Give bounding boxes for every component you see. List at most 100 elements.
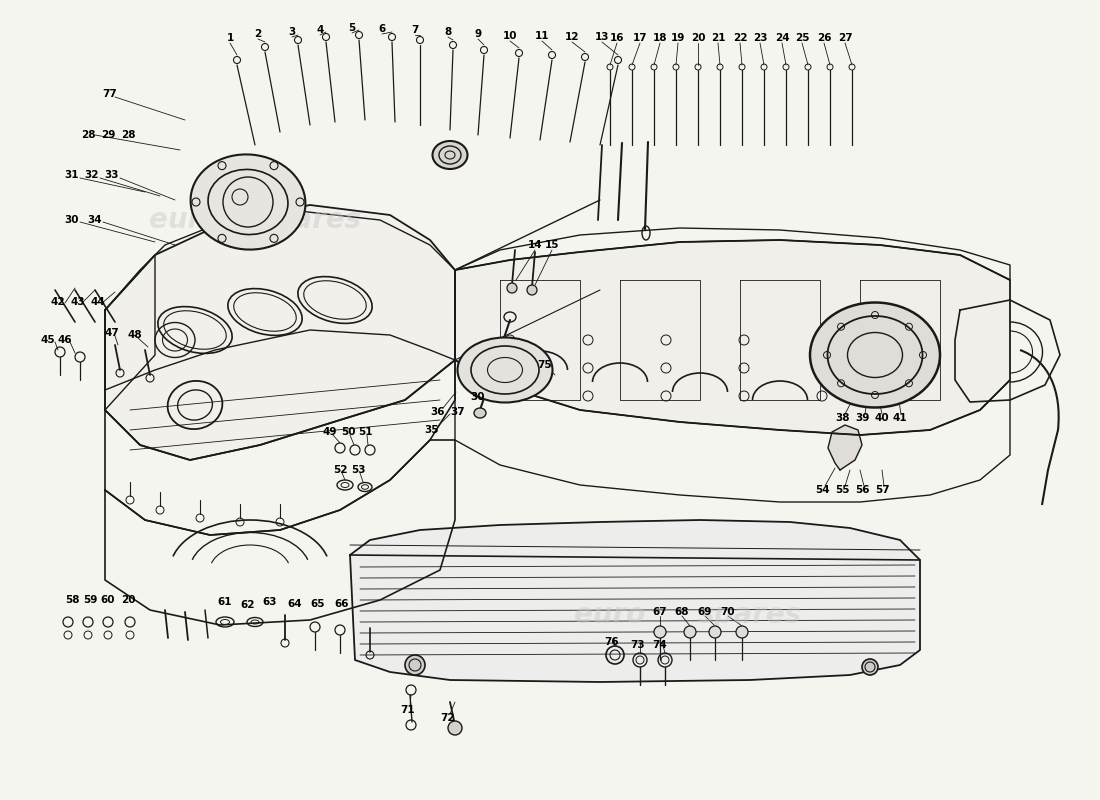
Text: 25: 25 xyxy=(794,33,810,43)
Circle shape xyxy=(405,655,425,675)
Text: 60: 60 xyxy=(101,595,116,605)
Text: 73: 73 xyxy=(630,640,646,650)
Text: 32: 32 xyxy=(85,170,99,180)
Text: 13: 13 xyxy=(595,32,609,42)
Text: 76: 76 xyxy=(605,637,619,647)
Ellipse shape xyxy=(810,302,940,407)
Text: 14: 14 xyxy=(528,240,542,250)
Text: 47: 47 xyxy=(104,328,120,338)
Circle shape xyxy=(507,283,517,293)
Text: 11: 11 xyxy=(535,31,549,41)
Text: 68: 68 xyxy=(674,607,690,617)
Text: 20: 20 xyxy=(121,595,135,605)
Text: 64: 64 xyxy=(288,599,302,609)
Text: 24: 24 xyxy=(774,33,790,43)
Text: 42: 42 xyxy=(51,297,65,307)
Text: 19: 19 xyxy=(671,33,685,43)
Circle shape xyxy=(448,721,462,735)
Circle shape xyxy=(527,285,537,295)
Text: 38: 38 xyxy=(836,413,850,423)
Text: 49: 49 xyxy=(322,427,338,437)
Polygon shape xyxy=(350,520,920,682)
Text: 72: 72 xyxy=(441,713,455,723)
Ellipse shape xyxy=(190,154,306,250)
Text: 41: 41 xyxy=(893,413,907,423)
Text: 28: 28 xyxy=(80,130,96,140)
Text: 28: 28 xyxy=(121,130,135,140)
Text: 62: 62 xyxy=(241,600,255,610)
Text: 36: 36 xyxy=(431,407,446,417)
Text: 7: 7 xyxy=(411,25,419,35)
Text: 45: 45 xyxy=(41,335,55,345)
Text: 1: 1 xyxy=(227,33,233,43)
Text: 46: 46 xyxy=(57,335,73,345)
Text: 18: 18 xyxy=(652,33,668,43)
Circle shape xyxy=(654,626,666,638)
Text: 5: 5 xyxy=(349,23,355,33)
Text: 63: 63 xyxy=(263,597,277,607)
Text: 61: 61 xyxy=(218,597,232,607)
Polygon shape xyxy=(828,425,862,470)
Text: 66: 66 xyxy=(334,599,350,609)
Polygon shape xyxy=(455,240,1010,435)
Text: 43: 43 xyxy=(70,297,86,307)
Text: 15: 15 xyxy=(544,240,559,250)
Text: 26: 26 xyxy=(816,33,832,43)
Text: 12: 12 xyxy=(564,32,580,42)
Text: 54: 54 xyxy=(815,485,829,495)
Text: 53: 53 xyxy=(351,465,365,475)
Text: 34: 34 xyxy=(88,215,102,225)
Text: euro: euro xyxy=(574,601,646,629)
Text: 33: 33 xyxy=(104,170,119,180)
Text: spares: spares xyxy=(257,206,362,234)
Text: 30: 30 xyxy=(471,392,485,402)
Text: 8: 8 xyxy=(444,27,452,37)
Text: 9: 9 xyxy=(474,29,482,39)
Text: spares: spares xyxy=(697,601,802,629)
Text: 10: 10 xyxy=(503,31,517,41)
Text: 6: 6 xyxy=(378,24,386,34)
Text: 71: 71 xyxy=(400,705,416,715)
Text: 65: 65 xyxy=(310,599,326,609)
Text: 29: 29 xyxy=(101,130,116,140)
Text: 21: 21 xyxy=(711,33,725,43)
Text: 59: 59 xyxy=(82,595,97,605)
Circle shape xyxy=(736,626,748,638)
Circle shape xyxy=(710,626,720,638)
Text: 2: 2 xyxy=(254,29,262,39)
Polygon shape xyxy=(104,205,455,460)
Text: 67: 67 xyxy=(652,607,668,617)
Text: 52: 52 xyxy=(332,465,348,475)
Text: 44: 44 xyxy=(90,297,106,307)
Circle shape xyxy=(862,659,878,675)
Text: 48: 48 xyxy=(128,330,142,340)
Text: 27: 27 xyxy=(838,33,853,43)
Text: 77: 77 xyxy=(102,89,118,99)
Text: 37: 37 xyxy=(451,407,465,417)
Text: 16: 16 xyxy=(609,33,625,43)
Text: 74: 74 xyxy=(652,640,668,650)
Circle shape xyxy=(684,626,696,638)
Text: 3: 3 xyxy=(288,27,296,37)
Ellipse shape xyxy=(432,141,468,169)
Text: euro: euro xyxy=(150,206,221,234)
Text: 17: 17 xyxy=(632,33,647,43)
Text: 39: 39 xyxy=(856,413,870,423)
Ellipse shape xyxy=(458,338,552,402)
Text: 70: 70 xyxy=(720,607,735,617)
Ellipse shape xyxy=(474,408,486,418)
Text: 51: 51 xyxy=(358,427,372,437)
Text: 69: 69 xyxy=(697,607,712,617)
Text: 50: 50 xyxy=(341,427,355,437)
Text: 31: 31 xyxy=(65,170,79,180)
Text: 30: 30 xyxy=(65,215,79,225)
Text: 4: 4 xyxy=(317,25,323,35)
Text: 40: 40 xyxy=(874,413,889,423)
Text: 58: 58 xyxy=(65,595,79,605)
Text: 23: 23 xyxy=(752,33,768,43)
Text: 55: 55 xyxy=(835,485,849,495)
Text: 56: 56 xyxy=(855,485,869,495)
Text: 57: 57 xyxy=(874,485,889,495)
Text: 35: 35 xyxy=(425,425,439,435)
Text: 20: 20 xyxy=(691,33,705,43)
